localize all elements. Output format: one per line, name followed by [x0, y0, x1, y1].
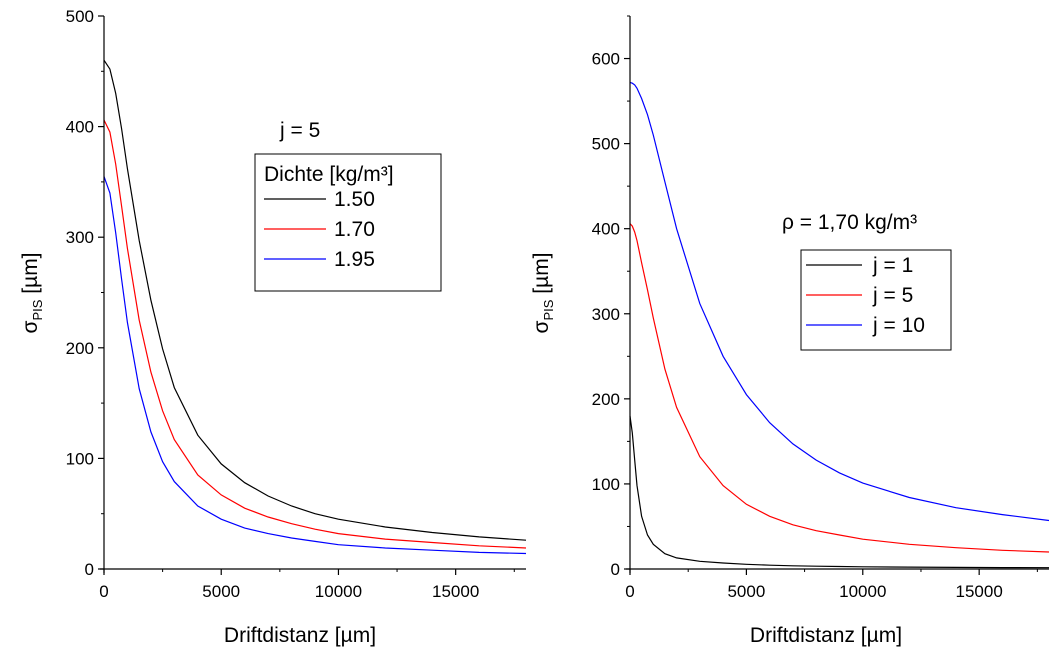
left-x-axis-title: Driftdistanz [µm] [224, 624, 376, 647]
right-series-line-1 [629, 415, 1049, 569]
right-x-axis-title: Driftdistanz [µm] [750, 624, 902, 647]
left-legend-title: Dichte [kg/m³] [264, 163, 394, 186]
right-x-tick-label: 5000 [727, 582, 765, 601]
left-y-tick-label: 300 [66, 228, 94, 247]
right-x-tick-label: 0 [625, 582, 634, 601]
right-y-axis-subscript: PIS [541, 299, 556, 320]
right-y-axis-sigma: σ [530, 321, 553, 334]
left-y-axis-unit: [µm] [19, 252, 42, 299]
left-y-tick-label: 0 [85, 560, 94, 579]
left-legend-label-1: 1.50 [334, 188, 375, 211]
left-chart-series [103, 59, 527, 555]
right-y-tick-label: 300 [592, 305, 620, 324]
left-y-tick-label: 100 [66, 449, 94, 468]
left-chart-axes [100, 16, 526, 573]
left-x-tick-label: 10000 [315, 582, 362, 601]
left-annotation: j = 5 [279, 119, 320, 142]
left-series-line-2 [103, 119, 527, 549]
left-x-tick-label: 15000 [432, 582, 479, 601]
right-chart-panel: 0 100 200 300 400 500 600 0 5000 10000 15000 Drift… [530, 15, 1049, 647]
left-x-tick-label: 0 [99, 582, 108, 601]
right-y-axis-unit: [µm] [530, 252, 553, 299]
left-legend-box [254, 153, 442, 292]
right-y-axis-title: σPIS [µm] [530, 252, 556, 333]
right-chart-axes [626, 16, 1049, 573]
left-series-line-1 [103, 59, 527, 541]
right-chart-ticks: 0 100 200 300 400 500 600 0 5000 10000 15000 [592, 15, 1038, 601]
left-legend-label-3: 1.95 [334, 248, 375, 271]
right-legend-label-2: j = 5 [872, 284, 913, 307]
left-legend-label-2: 1.70 [334, 218, 375, 241]
right-y-tick-label: 500 [592, 135, 620, 154]
left-legend: Dichte [kg/m³] 1.50 1.70 1.95 [254, 153, 442, 292]
right-legend-box [800, 249, 952, 351]
left-series-line-3 [103, 176, 527, 555]
right-y-tick-label: 0 [611, 560, 620, 579]
right-series-line-2 [629, 223, 1049, 553]
right-y-tick-label: 200 [592, 390, 620, 409]
right-y-tick-label: 600 [592, 50, 620, 69]
left-y-tick-label: 200 [66, 339, 94, 358]
right-legend: j = 1 j = 5 j = 10 [800, 249, 952, 351]
right-legend-entries: j = 1 j = 5 j = 10 [806, 254, 925, 337]
right-legend-label-1: j = 1 [872, 254, 913, 277]
left-legend-entries: 1.50 1.70 1.95 [264, 188, 375, 271]
left-y-axis-sigma: σ [19, 321, 42, 334]
right-legend-label-3: j = 10 [872, 314, 925, 337]
right-series-line-3 [629, 81, 1049, 522]
left-y-axis-subscript: PIS [30, 299, 45, 320]
left-y-tick-label: 400 [66, 118, 94, 137]
right-chart-series [629, 81, 1049, 569]
left-x-tick-label: 5000 [202, 582, 240, 601]
right-annotation: ρ = 1,70 kg/m³ [782, 211, 917, 234]
right-x-tick-label: 15000 [956, 582, 1003, 601]
left-y-tick-label: 500 [66, 7, 94, 26]
right-y-tick-label: 400 [592, 220, 620, 239]
left-y-axis-title: σPIS [µm] [19, 252, 45, 333]
right-y-tick-label: 100 [592, 475, 620, 494]
right-x-tick-label: 10000 [839, 582, 886, 601]
